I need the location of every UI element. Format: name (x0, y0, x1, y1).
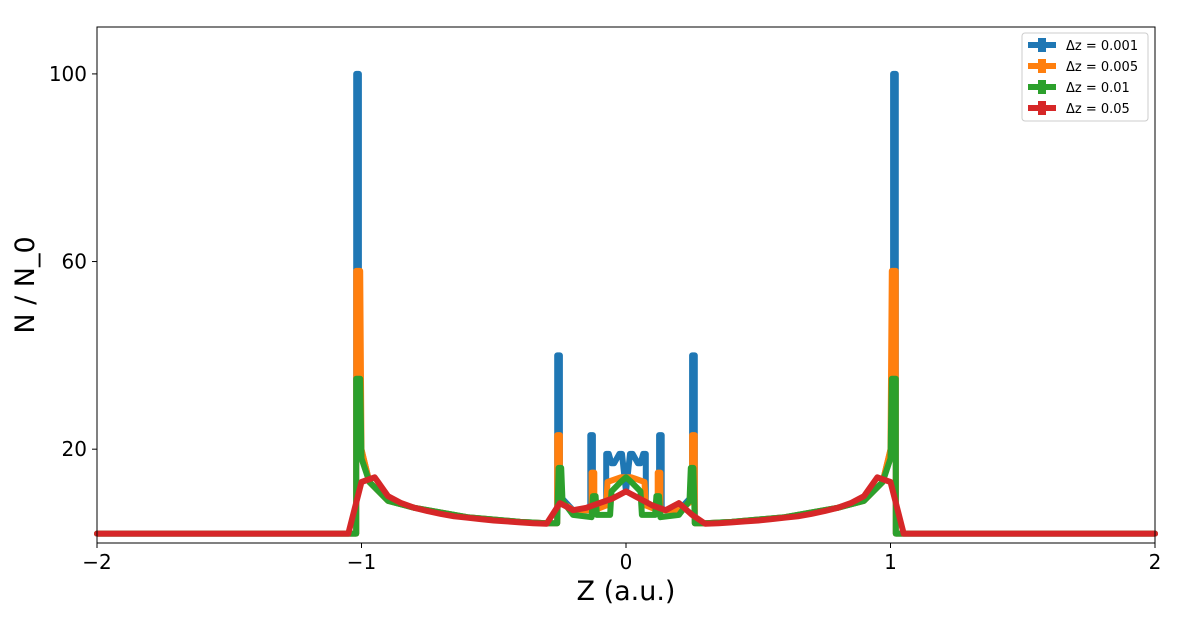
legend-entry: Δz = 0.01 (1028, 80, 1130, 96)
legend-marker (1038, 38, 1046, 52)
series-line-2 (94, 375, 1158, 537)
x-axis-label: Z (a.u.) (577, 576, 676, 607)
legend-label: Δz = 0.001 (1066, 39, 1138, 54)
legend-entry: Δz = 0.005 (1028, 59, 1138, 75)
legend-label: Δz = 0.005 (1066, 60, 1138, 75)
legend-entry: Δz = 0.001 (1028, 38, 1138, 54)
x-tick-label: −1 (347, 550, 376, 574)
legend-box (1021, 32, 1149, 122)
legend-marker (1038, 101, 1046, 115)
y-axis-label: N / N_0 (10, 236, 41, 333)
legend-marker (1038, 80, 1046, 94)
y-tick-label: 100 (49, 62, 87, 86)
y-tick-label: 60 (62, 250, 87, 274)
y-tick-label: 20 (62, 437, 87, 461)
legend-marker (1038, 59, 1046, 73)
legend: Δz = 0.001 Δz = 0.005 Δz = 0.01 Δz = 0.05 (1021, 32, 1149, 122)
legend-label: Δz = 0.05 (1066, 102, 1130, 117)
ticks-layer: −2 −1 0 1 2 20 60 100 (49, 62, 1162, 574)
x-tick-label: −2 (82, 550, 111, 574)
series-line-3 (94, 474, 1158, 537)
x-tick-label: 1 (884, 550, 897, 574)
series-line-0 (94, 70, 1158, 537)
x-tick-label: 0 (620, 550, 633, 574)
series-layer (94, 70, 1158, 537)
legend-entry: Δz = 0.05 (1028, 101, 1130, 117)
legend-label: Δz = 0.01 (1066, 81, 1130, 96)
x-tick-label: 2 (1149, 550, 1162, 574)
